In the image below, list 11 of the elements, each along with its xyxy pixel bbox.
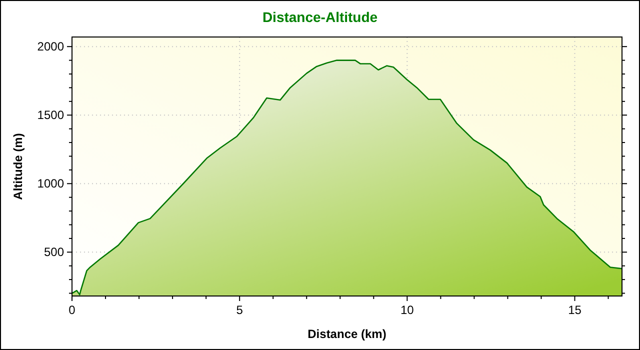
x-tick-label: 0 (68, 303, 76, 317)
y-tick-label: 2000 (37, 40, 64, 54)
y-axis-title: Altitude (m) (11, 133, 25, 200)
y-tick-label: 500 (44, 245, 64, 260)
x-tick-label: 15 (568, 303, 582, 317)
x-axis-title: Distance (km) (308, 327, 386, 341)
x-tick-label: 10 (400, 303, 414, 317)
y-tick-label: 1000 (37, 176, 64, 191)
y-tick-label: 1500 (37, 108, 64, 122)
x-tick-label: 5 (236, 303, 244, 317)
chart-title: Distance-Altitude (262, 9, 378, 25)
